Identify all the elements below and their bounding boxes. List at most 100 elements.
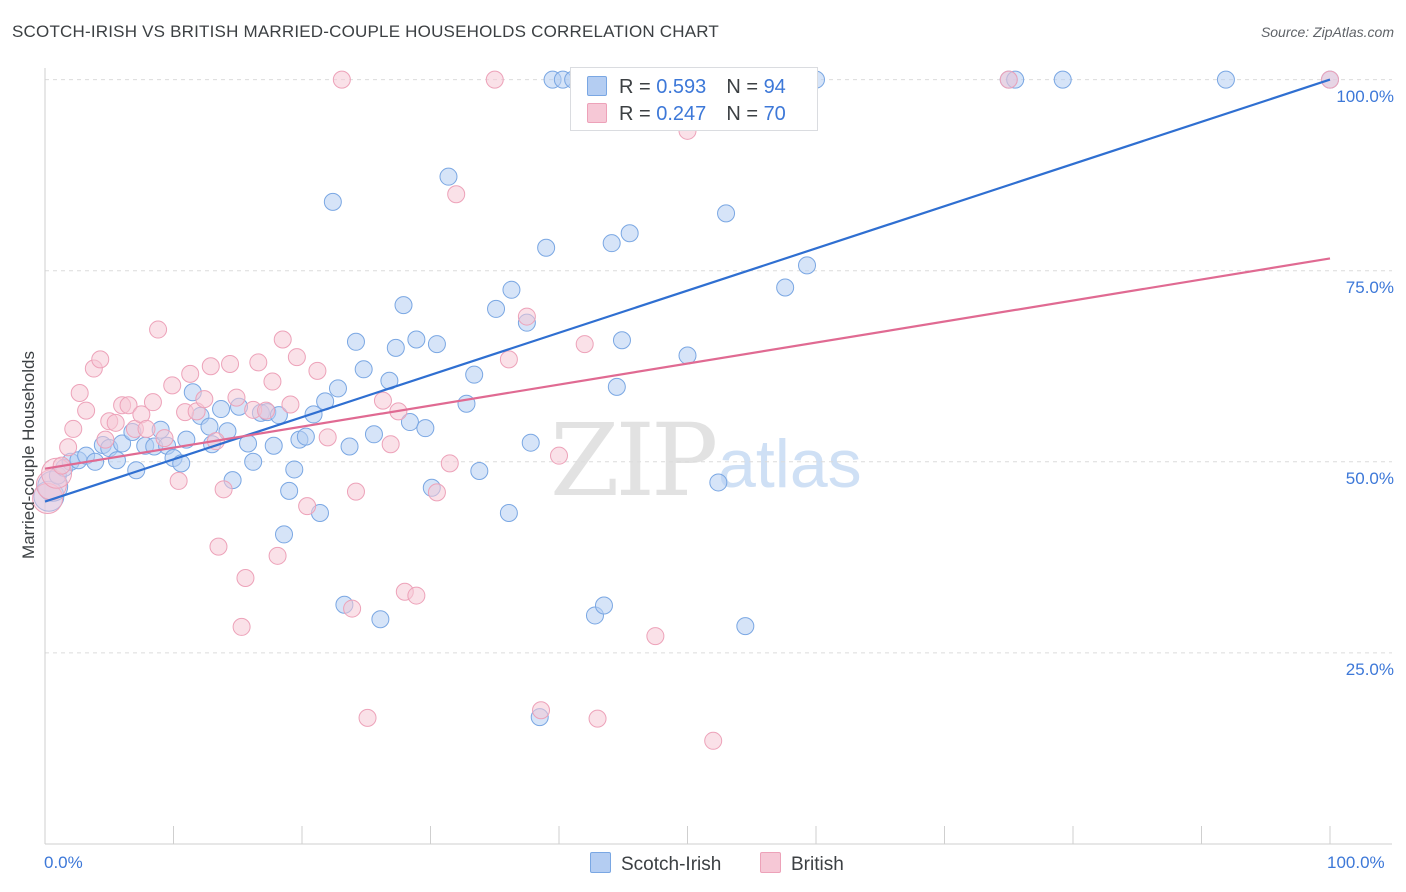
british-point [143, 393, 162, 412]
legend-item-british[interactable]: British [760, 852, 844, 876]
x-tick-label: 0.0% [44, 853, 83, 872]
y-axis-label: Married-couple Households [19, 351, 38, 559]
scotch-irish-point [296, 427, 315, 446]
r-value: 0.247 [656, 103, 707, 125]
british-point [281, 395, 300, 414]
british-point [232, 617, 251, 636]
gridlines [45, 79, 1392, 654]
scotch-irish-point [244, 452, 263, 471]
scotch-irish-point [328, 379, 347, 398]
british-point [195, 390, 214, 409]
scotch-irish-point [537, 238, 556, 257]
scotch-irish-point [323, 192, 342, 211]
british-point [221, 354, 240, 373]
british-point [517, 307, 536, 326]
british-point [106, 413, 125, 432]
british-point [59, 438, 78, 457]
british-point [407, 586, 426, 605]
axes [44, 68, 1392, 845]
british-point [550, 446, 568, 465]
scotch-irish-point [364, 425, 383, 444]
n-label: N = [726, 76, 764, 98]
legend-label: British [791, 854, 844, 875]
british-point [137, 419, 156, 438]
scotch-irish-point [776, 278, 795, 297]
scotch-irish-point [113, 434, 132, 453]
legend-row-british: R = 0.247 N = 70 [587, 103, 786, 125]
scotch-irish-point [212, 400, 231, 419]
british-point [257, 401, 276, 420]
british-point [91, 350, 110, 369]
british-point [155, 429, 174, 448]
y-tick-label: 75.0% [1345, 278, 1394, 297]
scotch-irish-point [470, 461, 489, 480]
british-point [447, 185, 466, 204]
chart-title: SCOTCH-IRISH VS BRITISH MARRIED-COUPLE H… [12, 22, 720, 41]
british-point [163, 376, 182, 395]
scotch-irish-point [127, 461, 146, 480]
scotch-irish-point [264, 436, 283, 455]
british-point [64, 419, 83, 438]
scotch-irish-point [354, 360, 373, 379]
british-point [209, 537, 228, 556]
scotch-irish-point [107, 451, 126, 470]
british-point [298, 497, 317, 516]
scotch-irish-point [607, 377, 626, 396]
scotch-irish-point [407, 330, 426, 349]
british-point [343, 599, 362, 618]
scotch-irish-swatch [587, 76, 607, 96]
n-value: 70 [763, 103, 786, 125]
scotch-irish-point [602, 234, 621, 253]
n-value: 94 [763, 76, 786, 98]
scotch-irish-trend-line [44, 78, 1331, 503]
trend-lines [44, 78, 1331, 503]
british-point [227, 388, 246, 407]
british-point [704, 731, 723, 750]
british-point [427, 483, 446, 502]
british-point [485, 70, 504, 89]
british-point [263, 372, 282, 391]
british-swatch [760, 852, 781, 873]
scotch-irish-point [487, 299, 506, 318]
british-point [119, 396, 138, 415]
british-point [332, 70, 351, 89]
scotch-irish-point [736, 617, 755, 636]
british-point [268, 546, 287, 565]
y-tick-label: 25.0% [1345, 660, 1394, 679]
scotch-irish-point [275, 525, 294, 544]
y-tick-label: 50.0% [1345, 469, 1394, 488]
british-point [373, 391, 392, 410]
british-point [532, 701, 551, 720]
source-credit: Source: ZipAtlas.com [1260, 24, 1394, 40]
stats-legend: R = 0.593 N = 94 R = 0.247 N = 70 [570, 67, 818, 131]
british-point [318, 428, 337, 447]
legend-label: Scotch-Irish [621, 854, 722, 875]
scotch-irish-point [465, 365, 484, 384]
scotch-irish-point [620, 224, 639, 243]
british-point [201, 357, 220, 376]
british-point [287, 348, 306, 367]
scotch-irish-point [371, 610, 390, 629]
scotch-irish-point [717, 204, 736, 223]
scotch-irish-point [280, 481, 299, 500]
british-point [358, 708, 377, 727]
british-point [236, 568, 255, 587]
r-label: R = [619, 76, 657, 98]
british-point [440, 454, 459, 473]
scotch-irish-point [386, 338, 405, 357]
scotch-irish-point [427, 335, 446, 354]
british-point [588, 709, 607, 728]
british-swatch [587, 103, 607, 123]
british-point [169, 471, 188, 490]
british-point [999, 70, 1018, 89]
british-point [308, 361, 327, 380]
british-point [149, 320, 168, 339]
british-trend-line [44, 257, 1331, 470]
legend-item-scotch-irish[interactable]: Scotch-Irish [590, 852, 721, 876]
british-point [381, 435, 400, 454]
british-point [273, 330, 292, 349]
r-value: 0.593 [656, 76, 707, 98]
scotch-irish-point [285, 460, 304, 479]
scotch-irish-point [439, 167, 458, 186]
n-label: N = [726, 103, 764, 125]
